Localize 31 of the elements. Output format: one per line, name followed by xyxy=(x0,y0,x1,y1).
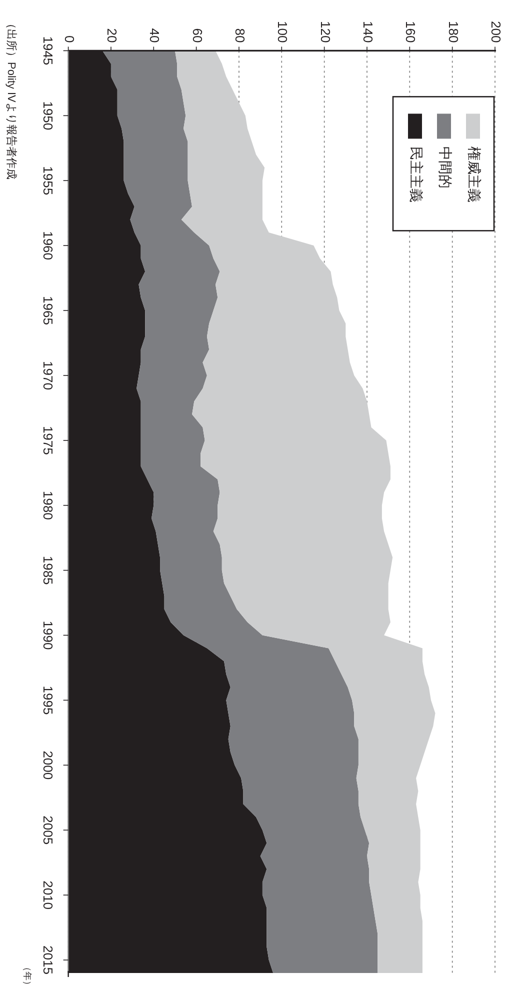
y-tick-label: 1980 xyxy=(40,490,56,520)
y-tick-label: 1990 xyxy=(40,620,56,650)
y-axis-title: （年） xyxy=(22,962,33,990)
x-tick-label: 80 xyxy=(232,28,248,43)
x-tick-label: 200 xyxy=(488,20,504,43)
y-tick-label: 1965 xyxy=(40,296,56,325)
x-tick-label: 120 xyxy=(318,20,333,43)
legend-label: 権威主義 xyxy=(466,146,482,203)
y-tick-label: 2000 xyxy=(40,750,56,780)
x-tick-label: 180 xyxy=(446,20,461,43)
y-tick-label: 1995 xyxy=(40,686,56,715)
y-tick-label: 1970 xyxy=(40,360,56,390)
y-tick-label: 1975 xyxy=(40,426,56,455)
x-tick-label: 160 xyxy=(403,20,418,43)
x-tick-label: 40 xyxy=(147,28,162,43)
x-tick-label: 100 xyxy=(275,20,290,43)
y-tick-label: 2010 xyxy=(40,880,56,910)
legend-label: 民主主義 xyxy=(408,146,424,203)
y-tick-label: 2015 xyxy=(40,946,56,974)
y-tick-label: 1985 xyxy=(40,556,56,585)
y-tick-label: 1960 xyxy=(40,231,56,260)
text: （出所）Polity IVより報告者作成 xyxy=(5,18,18,180)
y-tick-label: 1950 xyxy=(40,101,56,130)
x-tick-label: 60 xyxy=(190,28,205,43)
x-tick-label: 20 xyxy=(104,28,120,43)
x-tick-label: 140 xyxy=(360,20,376,43)
x-tick-label: 0 xyxy=(62,35,77,43)
y-tick-label: 1945 xyxy=(40,36,56,66)
y-tick-label: 1955 xyxy=(40,166,56,196)
legend-label: 中間的 xyxy=(437,146,454,189)
y-tick-label: 2005 xyxy=(40,816,56,845)
